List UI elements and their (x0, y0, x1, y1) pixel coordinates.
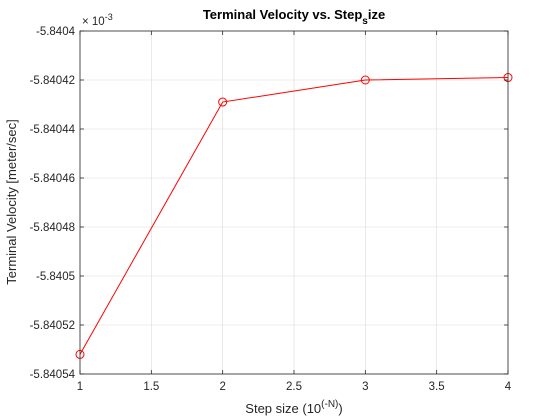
y-tick-label: -5.84052 (30, 320, 75, 332)
ticks: 1 1.5 2 2.5 3 3.5 4 -5.8404 -5.84042 -5.84044 -5.8… (30, 26, 512, 393)
y-exponent-base: × 10 (82, 16, 105, 28)
y-tick-label: -5.84044 (30, 124, 76, 136)
title-subscript: s (362, 16, 368, 27)
data-point (360, 75, 370, 85)
y-tick-label: -5.84042 (30, 75, 75, 87)
y-tick-label: -5.84048 (30, 222, 75, 234)
x-tick-label: 1 (77, 381, 83, 393)
x-tick-label: 1.5 (143, 381, 159, 393)
series-line (79, 77, 509, 355)
x-tick-label: 3.5 (429, 381, 445, 393)
xlabel-superscript: (-N) (321, 399, 338, 410)
chart-title: Terminal Velocity vs. Stepsize (203, 7, 385, 27)
title-suffix: ize (368, 7, 385, 22)
xlabel-main: Step size (10 (245, 401, 321, 416)
x-tick-label: 3 (362, 381, 368, 393)
x-tick-label: 2.5 (286, 381, 302, 393)
xlabel-suffix: ) (338, 401, 342, 416)
y-exponent-power: -3 (105, 12, 113, 22)
x-tick-label: 2 (219, 381, 225, 393)
y-tick-label: -5.84046 (30, 173, 75, 185)
y-exponent-label: × 10-3 (82, 12, 113, 28)
x-axis-label: Step size (10(-N)) (245, 399, 342, 416)
y-axis-label: Terminal Velocity [meter/sec] (4, 119, 19, 284)
x-tick-label: 4 (505, 381, 512, 393)
title-main: Terminal Velocity vs. Step (203, 7, 362, 22)
y-tick-label: -5.8404 (36, 26, 76, 38)
y-tick-label: -5.8405 (36, 271, 75, 283)
y-tick-label: -5.84054 (30, 369, 76, 381)
data-point (218, 97, 228, 107)
